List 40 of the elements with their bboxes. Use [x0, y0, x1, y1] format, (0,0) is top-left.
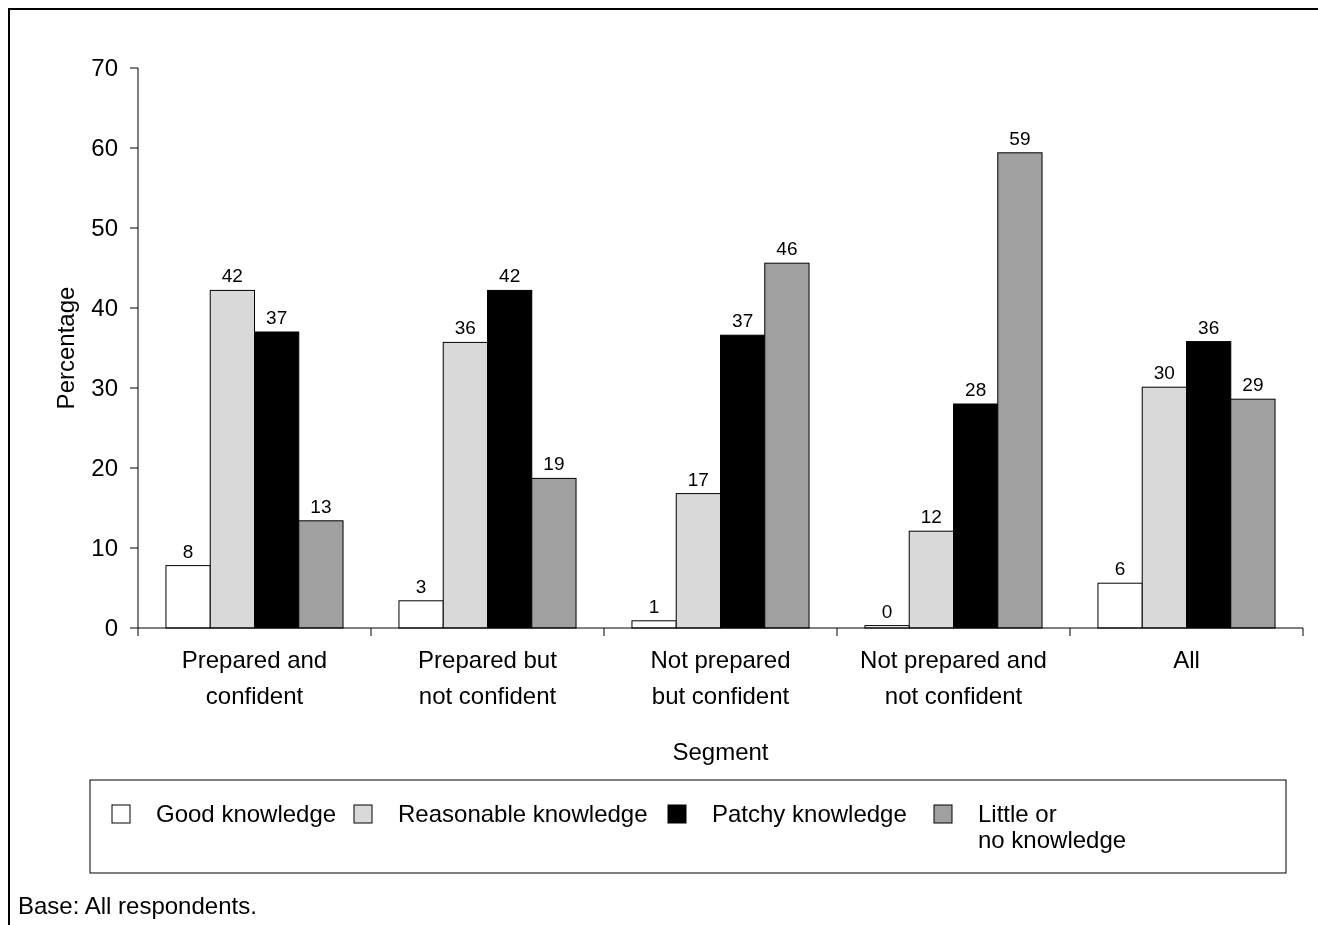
y-tick-label: 10	[91, 534, 118, 562]
data-label: 17	[687, 468, 709, 490]
y-axis-title: Percentage	[52, 286, 79, 410]
data-label: 12	[920, 506, 942, 528]
data-label: 46	[776, 238, 798, 260]
text: Base: All respondents.	[18, 892, 257, 919]
x-axis-title: Segment	[672, 738, 769, 765]
legend-label: Reasonable knowledge	[398, 800, 648, 827]
data-label: 37	[266, 307, 288, 328]
data-label: 36	[1198, 316, 1220, 338]
data-label: 3	[415, 575, 427, 597]
y-tick-label: 60	[91, 134, 118, 162]
data-label: 42	[499, 265, 521, 287]
y-tick-label: 70	[91, 54, 118, 82]
legend-label: Little or no knowledge	[978, 800, 1127, 853]
data-label: 36	[454, 317, 476, 339]
x-tick-label: Not prepared and not confident	[860, 646, 1047, 709]
data-label: 28	[965, 379, 987, 400]
data-label: 19	[543, 453, 565, 475]
data-label: 37	[732, 310, 754, 332]
x-tick-label: Prepared but not confident	[418, 646, 558, 709]
y-tick-label: 0	[104, 614, 118, 642]
data-label: 8	[182, 540, 194, 562]
data-label: 29	[1242, 374, 1264, 396]
data-label: 59	[1009, 127, 1031, 149]
y-tick-label: 30	[91, 374, 118, 402]
x-tick-label: Prepared and confident	[181, 646, 328, 709]
data-label: 42	[221, 265, 243, 287]
data-label: 6	[1114, 558, 1126, 580]
y-tick-label: 40	[91, 294, 118, 322]
y-tick-label: 20	[91, 454, 118, 482]
legend-label: Patchy knowledge	[712, 800, 907, 827]
legend-label: Good knowledge	[156, 800, 337, 827]
x-tick-label: Not prepared but confident	[650, 646, 791, 709]
data-label: 0	[881, 600, 893, 622]
x-tick-label: All	[1173, 646, 1200, 673]
data-label: 1	[648, 595, 660, 617]
data-label: 13	[310, 495, 332, 517]
y-tick-label: 50	[91, 214, 118, 242]
data-label: 30	[1153, 362, 1175, 384]
